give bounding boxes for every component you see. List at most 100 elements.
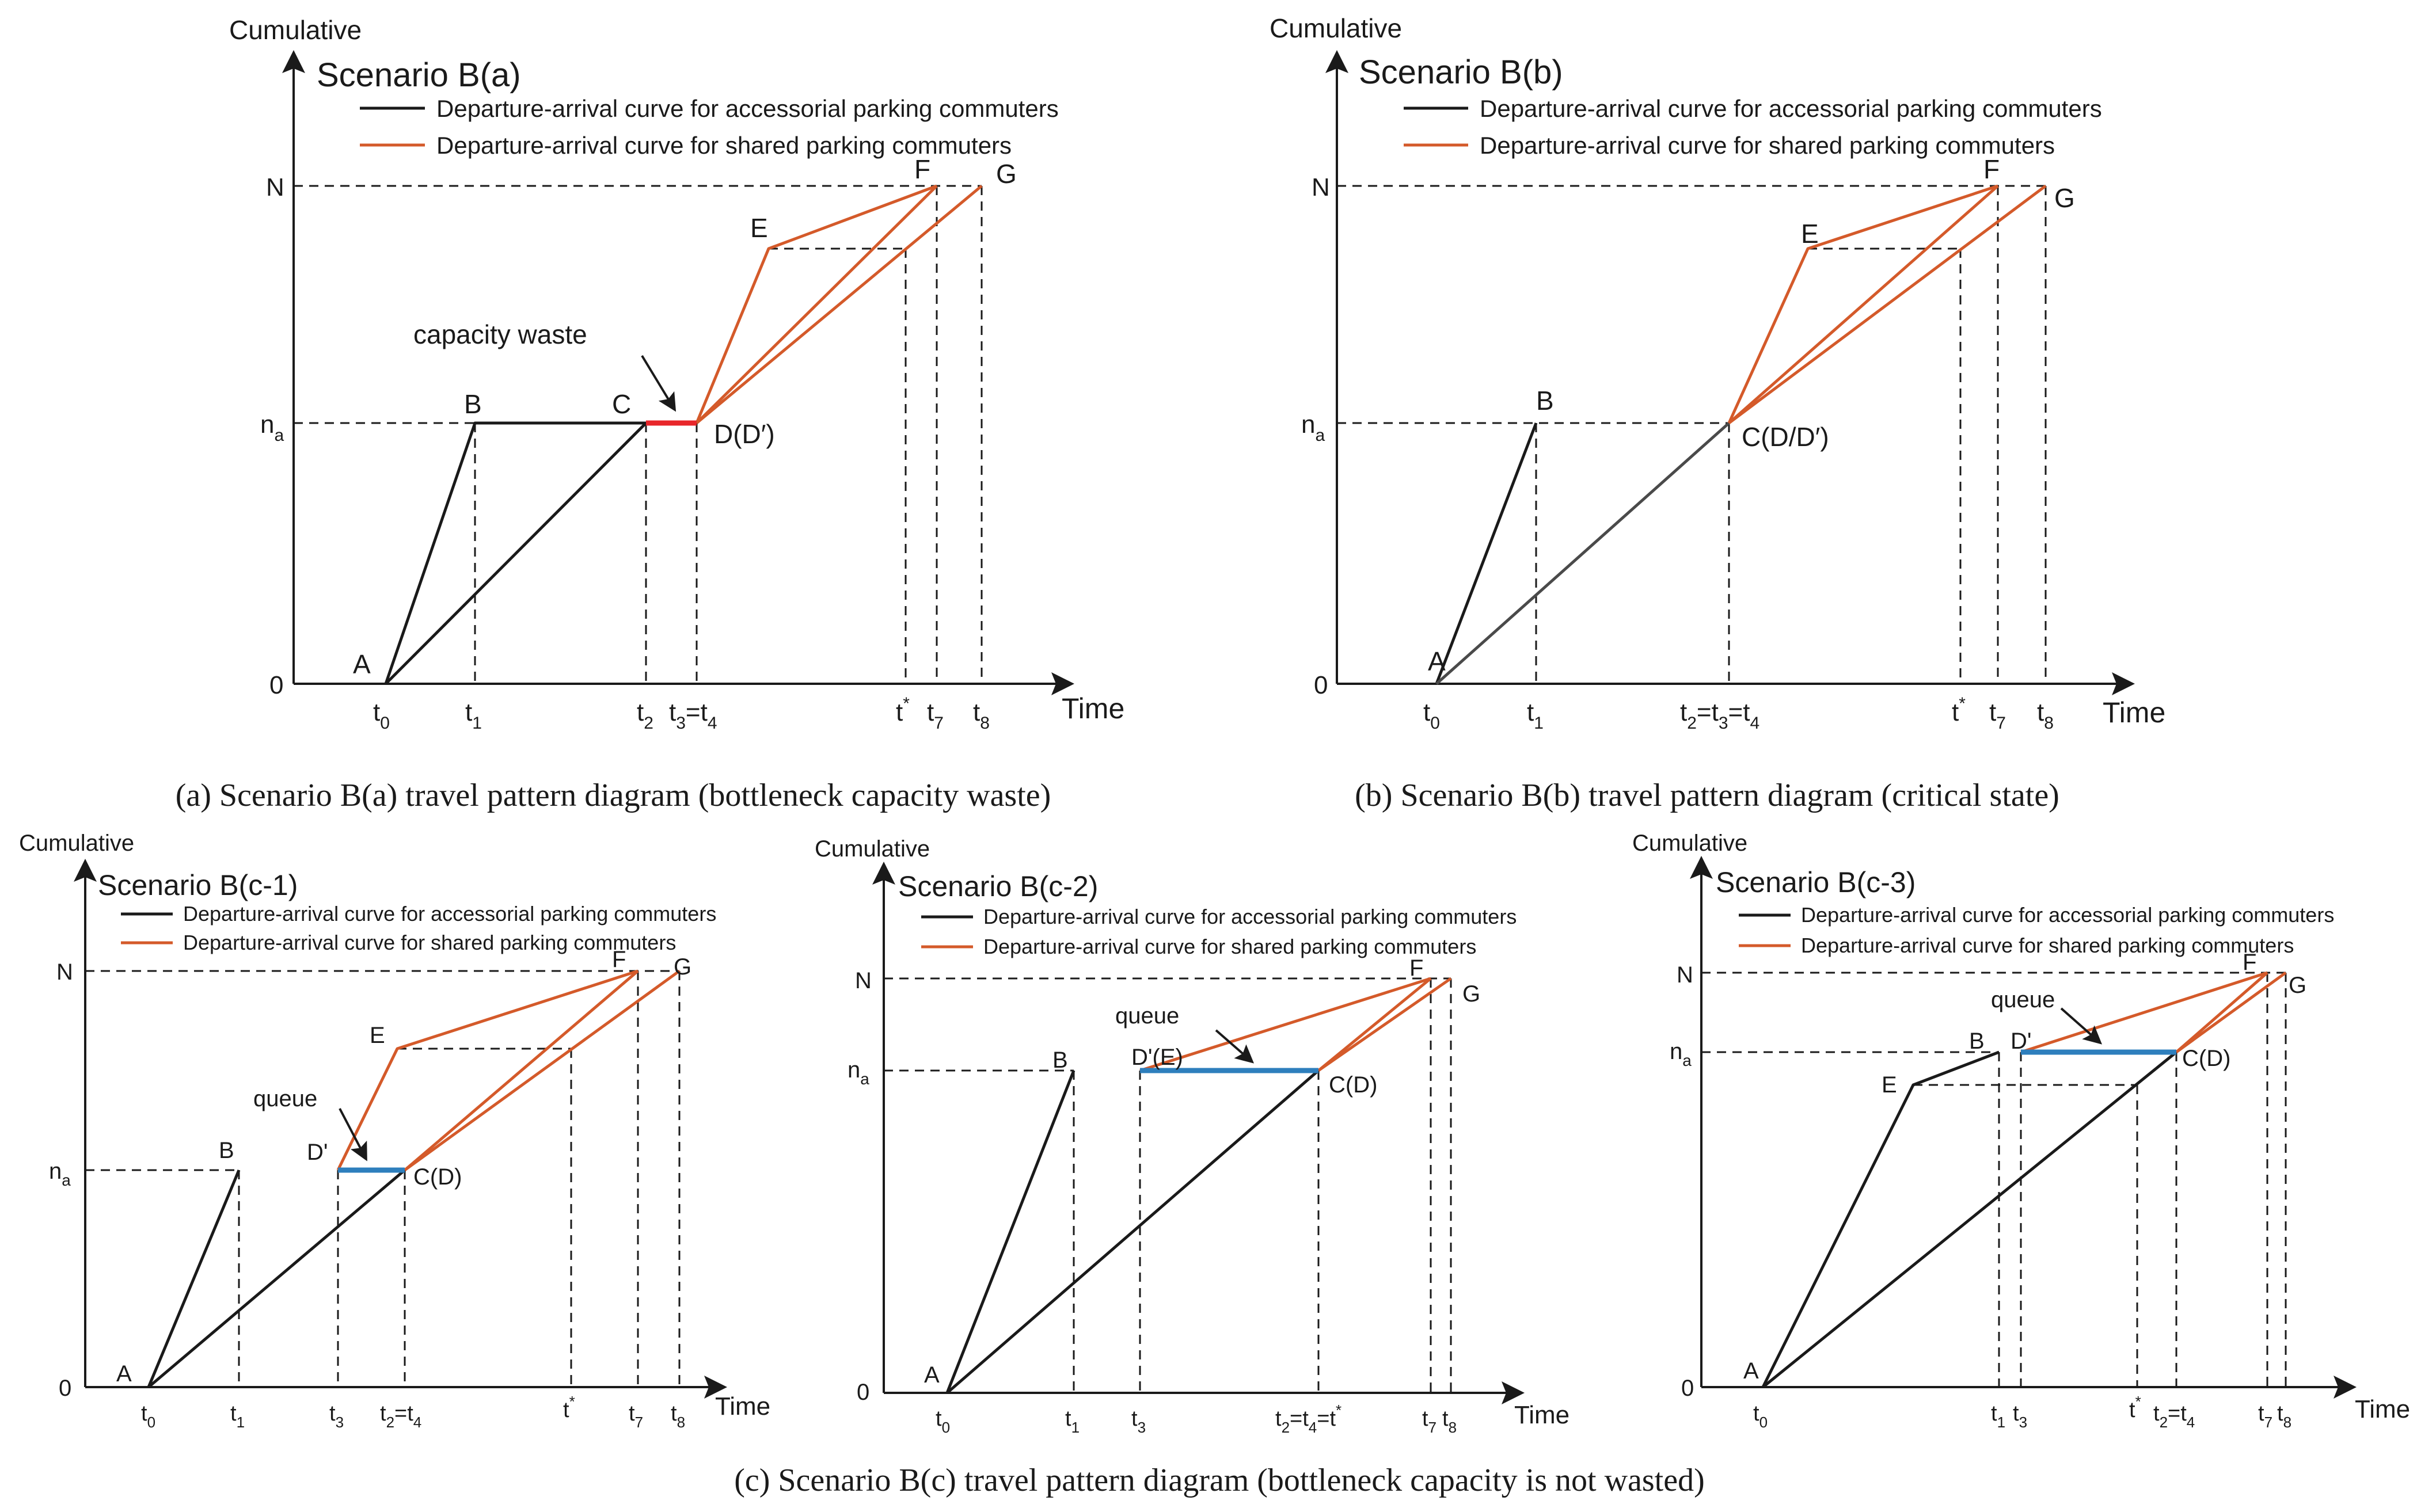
x-tick-t1: t1 xyxy=(1527,698,1544,733)
caption-c: (c) Scenario B(c) travel pattern diagram… xyxy=(734,1463,1705,1498)
point-E: E xyxy=(1882,1072,1897,1098)
curve-D-F xyxy=(696,185,938,424)
point-C: C(D) xyxy=(1329,1072,1377,1098)
curve-D-E-F xyxy=(695,184,937,424)
legend-black-label: Departure-arrival curve for accessorial … xyxy=(1480,95,2102,122)
legend-orange-label: Departure-arrival curve for shared parki… xyxy=(183,931,676,954)
point-B: B xyxy=(1052,1048,1068,1073)
x-tick-t1: t1 xyxy=(230,1401,245,1431)
scenario-title: Scenario B(c-1) xyxy=(98,869,298,901)
point-F: F xyxy=(1983,154,2000,184)
point-B: B xyxy=(219,1138,234,1163)
curve-D-F xyxy=(1139,977,1431,1072)
curve-A-C xyxy=(1762,1051,2177,1388)
legend-black-label: Departure-arrival curve for accessorial … xyxy=(183,902,716,926)
point-G: G xyxy=(1462,981,1480,1007)
y-tick-na: na xyxy=(260,410,284,445)
curve-C-F xyxy=(2175,972,2268,1053)
x-tick-tstar: t* xyxy=(896,694,910,726)
point-G: G xyxy=(996,159,1017,189)
curve-C-F xyxy=(1728,185,1999,424)
x-tick-t7: t7 xyxy=(1422,1407,1436,1436)
curve-A-B xyxy=(945,1070,1076,1393)
panel-c3: Cumulative Time Scenario B(c-3) Departur… xyxy=(1632,831,2410,1431)
x-tick-t1: t1 xyxy=(465,698,482,733)
point-D-prime-E: D'(E) xyxy=(1131,1045,1183,1070)
curve-C-E-F xyxy=(1727,184,1998,424)
y-tick-na: na xyxy=(1301,410,1325,445)
x-tick-t3-t4: t3=t4 xyxy=(669,698,717,733)
point-G: G xyxy=(2289,973,2306,998)
point-A: A xyxy=(1428,646,1446,676)
curve-A-C xyxy=(946,1069,1320,1394)
y-tick-N: N xyxy=(855,968,872,993)
point-A: A xyxy=(924,1362,940,1388)
x-axis-label: Time xyxy=(2103,696,2165,729)
x-tick-t2: t2 xyxy=(637,698,653,733)
x-tick-t8: t8 xyxy=(2277,1401,2291,1431)
x-tick-t3: t3 xyxy=(329,1401,344,1431)
x-tick-t1: t1 xyxy=(1991,1401,2005,1431)
curve-D-G xyxy=(696,185,983,424)
curve-A-E-B xyxy=(1761,1050,2000,1388)
panel-c1: Cumulative Time Scenario B(c-1) Departur… xyxy=(19,831,770,1431)
x-tick-t8: t8 xyxy=(1442,1407,1457,1436)
caption-b: (b) Scenario B(b) travel pattern diagram… xyxy=(1355,778,2059,813)
curve-A-C xyxy=(147,1169,406,1388)
point-C: C(D) xyxy=(413,1164,462,1190)
x-tick-t8: t8 xyxy=(973,698,990,733)
y-tick-na: na xyxy=(848,1057,869,1088)
point-E: E xyxy=(1801,219,1819,249)
y-axis-label: Cumulative xyxy=(1270,13,1402,43)
y-tick-N: N xyxy=(1677,962,1693,988)
x-tick-t7: t7 xyxy=(629,1401,643,1431)
x-tick-tstar: t* xyxy=(563,1393,575,1422)
x-axis-label: Time xyxy=(715,1392,770,1420)
y-tick-0: 0 xyxy=(857,1380,869,1405)
scenario-title: Scenario B(c-2) xyxy=(898,870,1098,902)
legend-black-label: Departure-arrival curve for accessorial … xyxy=(1801,903,2334,927)
y-axis-label: Cumulative xyxy=(19,831,134,856)
point-C: C(D/D′) xyxy=(1742,422,1829,452)
panel-a: Cumulative Time Scenario B(a) Departure-… xyxy=(229,15,1124,733)
x-axis-label: Time xyxy=(2355,1395,2410,1423)
legend-orange-label: Departure-arrival curve for shared parki… xyxy=(983,935,1476,958)
curve-D-F xyxy=(2020,971,2268,1054)
curve-A-B xyxy=(147,1170,241,1388)
curve-A-C xyxy=(385,422,647,685)
y-tick-0: 0 xyxy=(1314,671,1328,699)
legend-black-label: Departure-arrival curve for accessorial … xyxy=(436,95,1059,122)
point-F: F xyxy=(914,154,930,184)
x-tick-t8: t8 xyxy=(2037,698,2054,733)
curve-C-G xyxy=(2175,971,2287,1054)
x-tick-t2-t4: t2=t4 xyxy=(2153,1401,2195,1431)
point-E: E xyxy=(370,1023,385,1048)
y-tick-na: na xyxy=(49,1159,71,1189)
x-tick-t7: t7 xyxy=(1989,698,2006,733)
x-tick-t2-t4: t2=t4 xyxy=(380,1401,421,1431)
x-tick-tstar: t* xyxy=(2129,1393,2141,1422)
y-tick-N: N xyxy=(1312,173,1330,201)
panel-c2: Cumulative Time Scenario B(c-2) Departur… xyxy=(815,836,1569,1436)
annotation-arrow xyxy=(339,1108,367,1161)
curve-C-G xyxy=(1317,977,1452,1072)
point-F: F xyxy=(612,947,626,972)
point-E: E xyxy=(750,213,768,243)
point-A: A xyxy=(1743,1358,1759,1384)
annotation-queue: queue xyxy=(1115,1003,1179,1029)
point-B: B xyxy=(1536,386,1554,416)
x-tick-t0: t0 xyxy=(373,698,390,733)
point-F: F xyxy=(1409,955,1423,981)
y-tick-N: N xyxy=(56,959,73,985)
y-tick-0: 0 xyxy=(1681,1376,1694,1401)
x-tick-t8: t8 xyxy=(671,1401,685,1431)
point-G: G xyxy=(2054,183,2075,213)
y-axis-label: Cumulative xyxy=(815,836,930,862)
point-D-prime: D' xyxy=(2011,1029,2032,1054)
y-tick-0: 0 xyxy=(269,671,283,699)
scenario-title: Scenario B(a) xyxy=(317,56,521,94)
panel-b: Cumulative Time Scenario B(b) Departure-… xyxy=(1270,13,2165,733)
legend-orange-label: Departure-arrival curve for shared parki… xyxy=(1801,934,2294,957)
curve-A-C xyxy=(1435,422,1730,685)
